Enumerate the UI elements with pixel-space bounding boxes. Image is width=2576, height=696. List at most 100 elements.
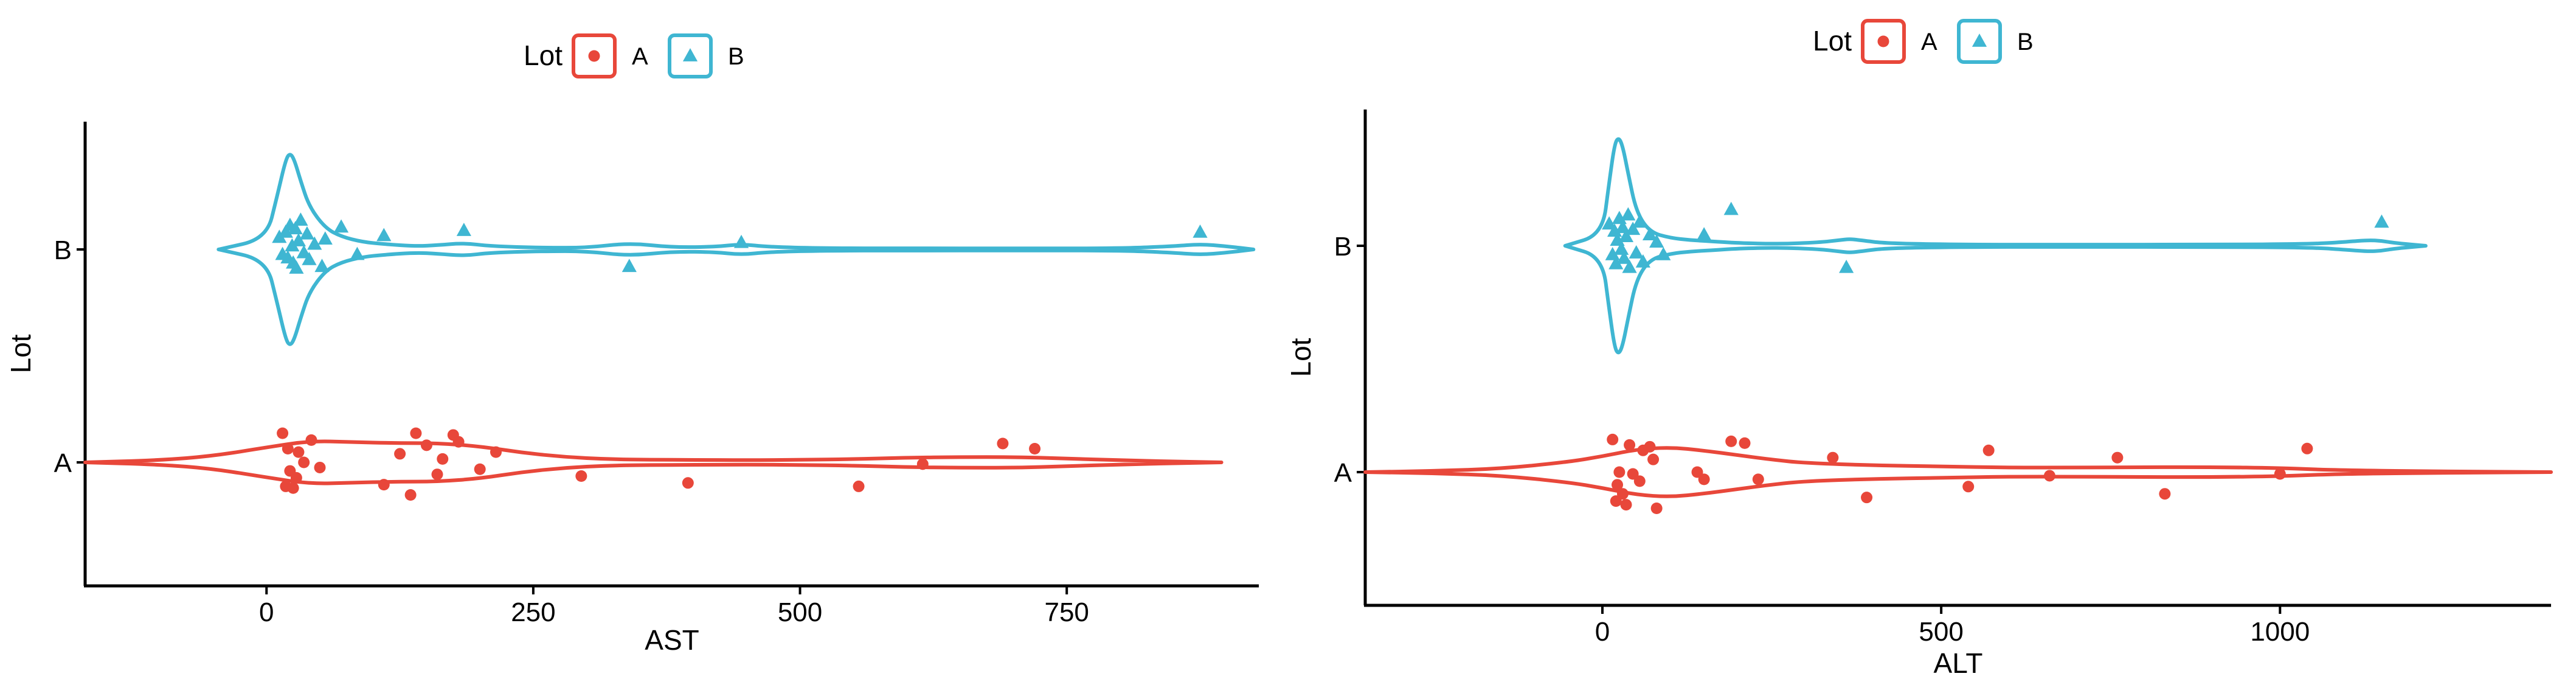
data-point-B	[1616, 250, 1632, 264]
data-point-B	[291, 233, 306, 246]
data-point-A	[1725, 435, 1737, 447]
data-point-A	[1739, 437, 1751, 449]
data-point-B	[302, 252, 317, 265]
data-point-B	[1839, 259, 1854, 273]
violin-B	[216, 153, 1256, 346]
data-point-A	[1616, 488, 1629, 500]
data-point-B	[350, 246, 365, 260]
data-point-A	[1620, 499, 1632, 511]
data-point-B	[1193, 224, 1208, 238]
chart-panel-alt: 0 500 1000 A B ALT Lot Lot A B	[1285, 19, 2553, 679]
data-point-A	[997, 437, 1009, 450]
data-point-A	[853, 480, 865, 492]
data-point-B	[307, 236, 322, 250]
legend-symbol-B	[682, 48, 698, 61]
data-point-A	[1613, 466, 1626, 478]
data-point-A	[452, 436, 465, 448]
data-point-B	[1697, 227, 1712, 241]
data-point-A	[293, 446, 305, 458]
data-point-B	[1649, 234, 1664, 248]
legend-label-B: B	[728, 43, 744, 70]
violin-B	[1563, 137, 2428, 355]
data-point-A	[490, 446, 502, 458]
data-point-B	[1602, 216, 1617, 230]
x-tick-label: 0	[259, 597, 274, 627]
data-point-B	[317, 231, 333, 245]
data-point-B	[1723, 201, 1739, 215]
data-point-B	[2374, 214, 2389, 228]
legend-title: Lot	[1813, 25, 1852, 57]
data-point-A	[2043, 470, 2055, 482]
data-point-A	[1691, 466, 1703, 478]
y-axis-title: Lot	[1285, 338, 1317, 377]
data-point-A	[287, 482, 299, 494]
data-point-A	[1633, 475, 1646, 487]
data-point-A	[474, 463, 486, 475]
data-point-A	[575, 470, 587, 482]
data-point-A	[298, 456, 310, 468]
x-axis-title: AST	[645, 624, 699, 656]
data-point-A	[1607, 433, 1619, 445]
data-point-B	[288, 221, 303, 235]
data-point-B	[733, 234, 749, 248]
data-point-A	[1624, 439, 1636, 451]
data-point-A	[314, 461, 326, 473]
data-point-A	[437, 453, 449, 465]
legend-title: Lot	[524, 40, 563, 71]
data-point-A	[378, 479, 390, 491]
data-point-A	[1644, 440, 1656, 453]
y-tick-label-B: B	[1334, 232, 1352, 262]
x-tick-label: 1000	[2250, 617, 2310, 647]
data-point-B	[1626, 221, 1641, 235]
data-point-A	[431, 468, 443, 481]
data-point-A	[2301, 442, 2313, 454]
data-point-A	[420, 439, 432, 451]
x-tick-label: 500	[1919, 617, 1963, 647]
data-point-B	[314, 259, 330, 273]
data-point-B	[333, 219, 349, 233]
data-point-B	[1618, 229, 1634, 243]
data-point-B	[1622, 259, 1637, 273]
data-point-B	[293, 212, 308, 226]
data-point-A	[305, 434, 317, 446]
legend-symbol-B	[1972, 33, 1987, 47]
data-point-B	[1632, 214, 1647, 228]
legend-label-A: A	[632, 43, 648, 70]
data-point-A	[1612, 479, 1624, 491]
legend-key-B	[668, 33, 713, 78]
data-point-B	[1629, 245, 1644, 259]
violin-A	[83, 439, 1224, 485]
data-point-B	[1635, 254, 1650, 268]
x-tick-label: 250	[511, 597, 555, 627]
y-axis-title: Lot	[5, 334, 36, 373]
legend-label-A: A	[1921, 29, 1937, 55]
x-axis-title: ALT	[1934, 647, 1983, 679]
data-point-B	[299, 226, 315, 240]
legend: Lot A B	[1813, 19, 2034, 64]
x-tick-label: 500	[778, 597, 822, 627]
data-point-A	[1982, 444, 1995, 456]
data-point-A	[277, 427, 289, 439]
data-point-B	[278, 224, 293, 238]
legend-key-A	[572, 33, 617, 78]
data-point-A	[1029, 442, 1041, 454]
legend-symbol-A	[588, 50, 600, 62]
data-point-A	[1650, 503, 1663, 515]
data-point-A	[404, 489, 417, 501]
data-point-A	[290, 472, 302, 484]
y-tick-label-A: A	[54, 448, 72, 478]
data-point-B	[376, 228, 392, 242]
data-point-B	[1607, 223, 1622, 237]
y-tick-label-A: A	[1334, 458, 1352, 488]
data-point-B	[1608, 256, 1624, 270]
data-point-A	[682, 477, 694, 489]
data-point-B	[1642, 227, 1658, 241]
data-point-A	[1752, 473, 1764, 485]
x-tick-label: 750	[1044, 597, 1089, 627]
chart-panel-ast: 0 250 500 750 A B AST Lot Lot A B	[5, 33, 1259, 656]
data-point-B	[1656, 247, 1671, 260]
data-point-A	[1861, 492, 1873, 504]
data-point-B	[289, 260, 304, 274]
data-point-A	[394, 448, 406, 460]
